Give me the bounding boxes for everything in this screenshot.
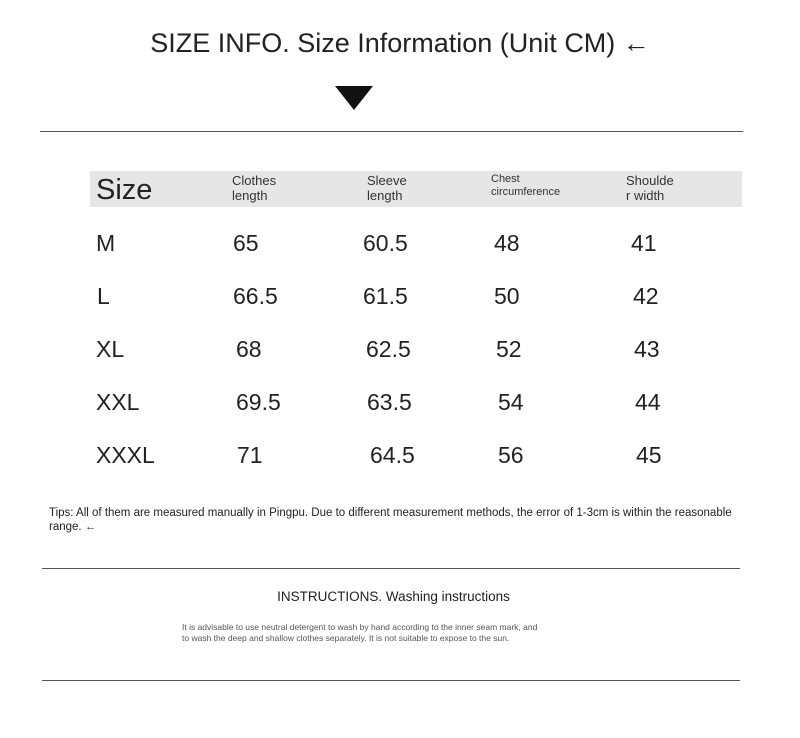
measure: 41 [631,230,657,256]
size-label: XXL [96,389,140,415]
header-cell: Shoulde r width [626,173,674,203]
header-cell: Chest circumference [491,173,560,199]
instructions-title: INSTRUCTIONS. Washing instructions [277,589,510,604]
size-label: L [97,283,110,309]
tips: Tips: All of them are measured manually … [49,507,732,533]
measure: 71 [237,442,263,468]
measure: 64.5 [370,442,415,468]
measure: 66.5 [233,283,278,309]
divider [40,131,743,132]
instructions-line: to wash the deep and shallow clothes sep… [182,633,510,643]
measure: 63.5 [367,389,412,415]
header-line: length [232,188,268,203]
divider [42,568,740,569]
header-line: length [367,188,403,203]
measure: 44 [635,389,661,415]
measure: 52 [496,336,522,362]
instructions-line: It is advisable to use neutral detergent… [182,622,538,632]
measure: 68 [236,336,262,362]
measure: 50 [494,283,520,309]
size-label: XXXL [96,442,155,468]
measure: 65 [233,230,259,256]
header-line: Shoulde [626,173,674,188]
header-line: Clothes [232,173,277,188]
measure: 43 [634,336,660,362]
measure: 62.5 [366,336,411,362]
page-title: SIZE INFO. Size Information (Unit CM) ← [150,28,650,58]
measure: 60.5 [363,230,408,256]
measure: 56 [498,442,524,468]
measure: 45 [636,442,662,468]
header-cell: Size [96,174,153,206]
measure: 69.5 [236,389,281,415]
size-label: M [96,230,116,256]
header-cell: Sleeve length [367,173,407,203]
header-band [90,171,742,207]
header-line: Chest [491,173,520,185]
measure: 61.5 [363,283,408,309]
arrow-down [335,86,373,110]
size-label: XL [96,336,125,362]
measure: 48 [494,230,520,256]
measure: 42 [633,283,659,309]
divider [42,680,740,681]
header-line: Sleeve [367,173,407,188]
header-cell: Clothes length [232,173,276,203]
measure: 54 [498,389,524,415]
header-line: circumference [491,186,561,198]
header-line: r width [626,188,665,203]
